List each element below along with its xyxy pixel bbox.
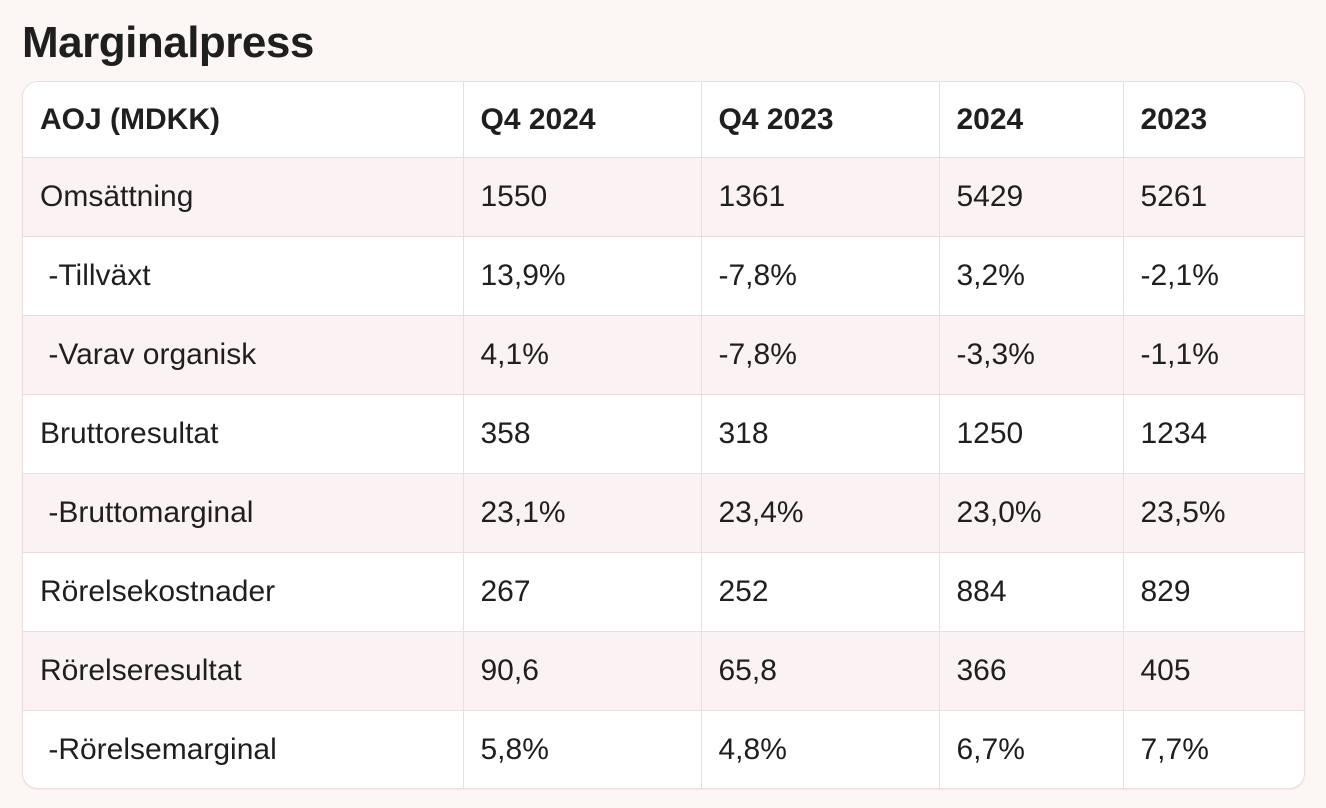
header-cell: 2023: [1123, 82, 1304, 158]
cell: 5429: [939, 157, 1124, 237]
cell: -3,3%: [939, 315, 1124, 395]
cell: 884: [939, 552, 1124, 632]
cell: 405: [1123, 631, 1304, 711]
row-label: -Rörelsemarginal: [23, 710, 464, 788]
cell: 829: [1123, 552, 1304, 632]
table-row: Bruttoresultat 358 318 1250 1234: [23, 394, 1304, 474]
cell: 23,5%: [1123, 473, 1304, 553]
cell: 23,0%: [939, 473, 1124, 553]
cell: 366: [939, 631, 1124, 711]
header-cell: Q4 2024: [463, 82, 702, 158]
cell: 1234: [1123, 394, 1304, 474]
cell: 358: [463, 394, 702, 474]
cell: 90,6: [463, 631, 702, 711]
table-row: -Varav organisk 4,1% -7,8% -3,3% -1,1%: [23, 315, 1304, 395]
cell: 5261: [1123, 157, 1304, 237]
table-row: Rörelsekostnader 267 252 884 829: [23, 552, 1304, 632]
cell: 23,4%: [701, 473, 940, 553]
cell: 23,1%: [463, 473, 702, 553]
cell: -1,1%: [1123, 315, 1304, 395]
cell: 318: [701, 394, 940, 474]
header-cell: 2024: [939, 82, 1124, 158]
cell: 4,1%: [463, 315, 702, 395]
table: AOJ (MDKK) Q4 2024 Q4 2023 2024 2023 Omsättn…: [23, 82, 1304, 788]
header-cell: AOJ (MDKK): [23, 82, 464, 158]
cell: 13,9%: [463, 236, 702, 316]
cell: 1550: [463, 157, 702, 237]
row-label: -Tillväxt: [23, 236, 464, 316]
cell: 1361: [701, 157, 940, 237]
cell: 6,7%: [939, 710, 1124, 788]
table-row: -Bruttomarginal 23,1% 23,4% 23,0% 23,5%: [23, 473, 1304, 553]
header-row: AOJ (MDKK) Q4 2024 Q4 2023 2024 2023: [23, 82, 1304, 158]
cell: 65,8: [701, 631, 940, 711]
table-row: Omsättning 1550 1361 5429 5261: [23, 157, 1304, 237]
table-row: -Rörelsemarginal 5,8% 4,8% 6,7% 7,7%: [23, 710, 1304, 788]
row-label: Omsättning: [23, 157, 464, 237]
table-card: AOJ (MDKK) Q4 2024 Q4 2023 2024 2023 Omsättn…: [22, 81, 1305, 789]
cell: 267: [463, 552, 702, 632]
cell: 252: [701, 552, 940, 632]
cell: -7,8%: [701, 315, 940, 395]
row-label: Rörelsekostnader: [23, 552, 464, 632]
cell: 7,7%: [1123, 710, 1304, 788]
table-row: -Tillväxt 13,9% -7,8% 3,2% -2,1%: [23, 236, 1304, 316]
cell: 3,2%: [939, 236, 1124, 316]
cell: -7,8%: [701, 236, 940, 316]
cell: -2,1%: [1123, 236, 1304, 316]
title: Marginalpress: [22, 18, 314, 67]
table-body: Omsättning 1550 1361 5429 5261 -Tillväxt 13,9…: [23, 157, 1304, 788]
row-label: -Bruttomarginal: [23, 473, 464, 553]
row-label: Rörelseresultat: [23, 631, 464, 711]
row-label: Bruttoresultat: [23, 394, 464, 474]
row-label: -Varav organisk: [23, 315, 464, 395]
cell: 1250: [939, 394, 1124, 474]
table-row: Rörelseresultat 90,6 65,8 366 405: [23, 631, 1304, 711]
cell: 4,8%: [701, 710, 940, 788]
cell: 5,8%: [463, 710, 702, 788]
header-cell: Q4 2023: [701, 82, 940, 158]
